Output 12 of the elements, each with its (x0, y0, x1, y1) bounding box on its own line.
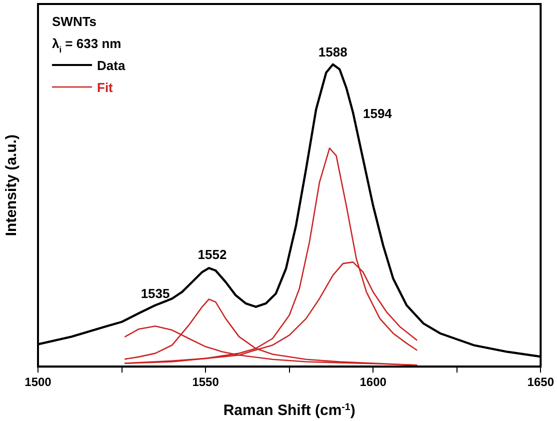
legend-label: Data (97, 58, 126, 73)
x-tick-label: 1600 (360, 375, 387, 390)
annotation: 1535 (140, 286, 170, 302)
legend-label: Fit (97, 80, 114, 95)
x-tick-label: 1650 (527, 375, 554, 390)
text: SWNTs (52, 14, 97, 29)
y-axis-title: Intensity (a.u.) (3, 134, 20, 236)
annotation: 1594 (362, 106, 393, 121)
annotation: 1588 (318, 44, 348, 60)
x-tick-label: 1500 (24, 375, 52, 390)
x-tick-label: 1550 (192, 375, 220, 390)
annotation: 1552 (198, 246, 227, 262)
